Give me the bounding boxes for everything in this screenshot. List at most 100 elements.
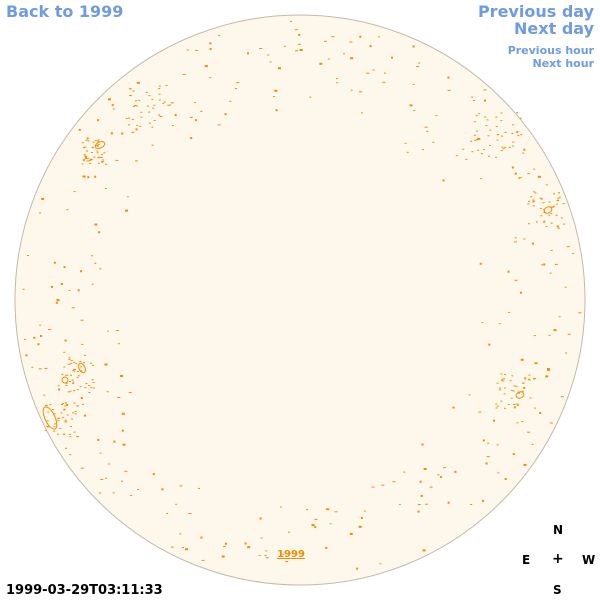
contour-speck xyxy=(462,148,465,150)
contour-speck xyxy=(97,143,100,145)
contour-speck xyxy=(79,386,82,388)
contour-speck xyxy=(545,375,549,378)
contour-speck xyxy=(366,72,370,74)
contour-speck xyxy=(465,158,468,160)
contour-speck xyxy=(497,134,499,136)
contour-speck xyxy=(498,387,501,389)
contour-speck xyxy=(201,559,205,561)
contour-speck xyxy=(371,486,375,488)
next-day-link[interactable]: Next day xyxy=(514,19,594,38)
contour-speck xyxy=(158,93,161,95)
contour-speck xyxy=(96,145,99,147)
contour-speck xyxy=(182,547,184,548)
contour-speck xyxy=(518,177,522,179)
contour-speck xyxy=(533,335,536,337)
contour-speck xyxy=(360,112,363,114)
contour-speck xyxy=(435,115,438,117)
previous-day-link[interactable]: Previous day xyxy=(477,2,594,21)
contour-speck xyxy=(504,407,506,409)
contour-speck xyxy=(480,178,483,180)
contour-speck xyxy=(474,139,477,141)
contour-speck xyxy=(521,382,524,384)
contour-speck xyxy=(115,159,119,161)
contour-speck xyxy=(97,140,100,142)
next-hour-link[interactable]: Next hour xyxy=(532,57,595,70)
contour-speck xyxy=(79,361,82,362)
contour-speck xyxy=(190,137,193,140)
contour-speck xyxy=(294,29,298,31)
contour-speck xyxy=(500,120,503,122)
contour-speck xyxy=(309,96,312,98)
contour-speck xyxy=(63,408,66,410)
contour-speck xyxy=(61,404,63,406)
contour-speck xyxy=(105,163,108,165)
contour-speck xyxy=(86,160,90,162)
contour-speck xyxy=(327,58,330,60)
contour-speck xyxy=(502,380,505,382)
contour-speck xyxy=(500,400,503,402)
contour-speck xyxy=(64,421,68,423)
contour-speck xyxy=(476,149,479,151)
contour-speck xyxy=(501,380,504,382)
contour-speck xyxy=(516,112,518,114)
contour-speck xyxy=(519,117,522,119)
contour-speck xyxy=(523,463,527,466)
contour-speck xyxy=(68,358,71,360)
back-to-year-link[interactable]: Back to 1999 xyxy=(6,2,124,21)
previous-hour-link[interactable]: Previous hour xyxy=(507,44,594,57)
contour-speck xyxy=(78,375,80,377)
contour-speck xyxy=(100,156,103,158)
contour-speck xyxy=(113,440,116,443)
contour-speck xyxy=(94,223,98,226)
contour-speck xyxy=(97,162,100,164)
contour-speck xyxy=(324,40,327,42)
contour-speck xyxy=(58,388,61,391)
contour-speck xyxy=(533,200,535,202)
contour-speck xyxy=(126,196,129,198)
contour-speck xyxy=(335,78,338,80)
contour-speck xyxy=(258,555,261,557)
contour-speck xyxy=(504,387,507,389)
contour-speck xyxy=(426,130,429,132)
contour-loop xyxy=(94,141,106,149)
contour-speck xyxy=(56,418,59,420)
contour-speck xyxy=(87,176,90,179)
contour-speck xyxy=(40,335,43,337)
contour-speck xyxy=(63,366,66,368)
contour-speck xyxy=(55,301,58,304)
contour-speck xyxy=(500,150,503,152)
contour-speck xyxy=(97,119,100,122)
contour-speck xyxy=(416,66,419,68)
contour-speck xyxy=(516,422,519,424)
contour-speck xyxy=(260,537,263,539)
contour-speck xyxy=(504,132,507,133)
contour-speck xyxy=(100,478,104,480)
contour-speck xyxy=(470,140,473,142)
disk-year-label[interactable]: 1999 xyxy=(277,549,305,560)
contour-speck xyxy=(84,354,86,356)
contour-speck xyxy=(128,392,132,394)
contour-speck xyxy=(511,166,514,169)
contour-speck xyxy=(57,433,60,435)
contour-speck xyxy=(89,159,92,161)
contour-speck xyxy=(507,270,510,273)
contour-speck xyxy=(69,454,72,456)
contour-speck xyxy=(288,531,291,533)
contour-speck xyxy=(527,431,531,433)
contour-speck xyxy=(38,368,42,370)
contour-speck xyxy=(381,484,385,486)
contour-speck xyxy=(560,217,563,219)
contour-speck xyxy=(520,134,523,136)
contour-speck xyxy=(524,377,527,380)
contour-speck xyxy=(482,499,485,502)
contour-speck xyxy=(482,439,485,442)
contour-speck xyxy=(73,191,76,193)
contour-speck xyxy=(488,155,490,157)
contour-speck xyxy=(110,132,113,135)
contour-speck xyxy=(53,413,56,415)
contour-speck xyxy=(44,367,48,369)
contour-speck xyxy=(521,421,524,423)
contour-speck xyxy=(500,373,503,375)
contour-speck xyxy=(555,214,558,216)
contour-speck xyxy=(94,262,97,264)
